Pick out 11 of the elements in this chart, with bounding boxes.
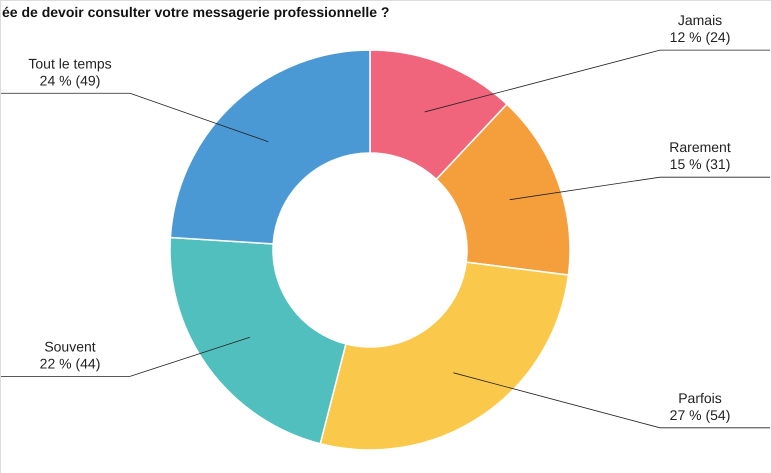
data-label: 27 % (54) [670, 406, 730, 423]
slice-label: Rarement [669, 139, 731, 156]
slice-label: Parfois [678, 390, 722, 406]
slice-label: Tout le temps [28, 55, 112, 72]
data-label: 22 % (44) [40, 355, 100, 372]
slice-label: Souvent [44, 338, 96, 354]
chart-title: ée de devoir consulter votre messagerie professionnelle ? [2, 4, 390, 20]
data-label: 24 % (49) [40, 72, 100, 88]
data-label: 15 % (31) [670, 156, 730, 172]
data-label: 12 % (24) [670, 29, 730, 46]
slice-label: Jamais [678, 12, 722, 28]
